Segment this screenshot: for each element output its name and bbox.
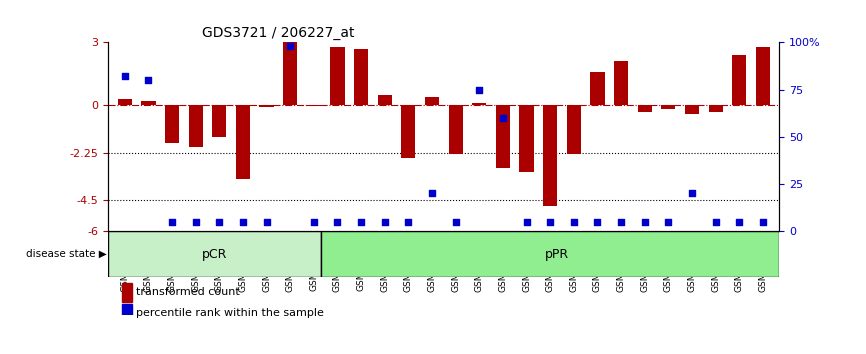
Point: [283, 44, 297, 49]
Bar: [212, 105, 226, 137]
Text: transformed count: transformed count: [137, 287, 240, 297]
Bar: [756, 47, 770, 105]
Bar: [662, 105, 675, 109]
Bar: [591, 72, 604, 105]
Point: [449, 219, 462, 224]
Text: pCR: pCR: [202, 248, 227, 261]
Bar: [165, 105, 179, 143]
Point: [543, 219, 557, 224]
Bar: [141, 101, 156, 105]
Point: [637, 219, 651, 224]
Point: [425, 190, 439, 196]
Bar: [449, 105, 462, 154]
Bar: [401, 105, 416, 158]
Text: GDS3721 / 206227_at: GDS3721 / 206227_at: [203, 26, 355, 40]
Bar: [637, 105, 652, 112]
Point: [402, 219, 416, 224]
Bar: [732, 55, 746, 105]
Bar: [260, 105, 274, 108]
Point: [567, 219, 581, 224]
Bar: [472, 103, 487, 105]
FancyBboxPatch shape: [321, 231, 779, 277]
Bar: [708, 105, 723, 112]
Bar: [121, 283, 132, 302]
Text: disease state ▶: disease state ▶: [26, 249, 107, 259]
Point: [496, 115, 510, 121]
Point: [662, 219, 675, 224]
FancyBboxPatch shape: [108, 231, 321, 277]
Point: [756, 219, 770, 224]
Text: pPR: pPR: [546, 248, 569, 261]
Bar: [354, 49, 368, 105]
Bar: [307, 105, 321, 107]
Point: [472, 87, 486, 92]
Bar: [685, 105, 699, 114]
Point: [118, 74, 132, 79]
Point: [189, 219, 203, 224]
Point: [708, 219, 722, 224]
Point: [260, 219, 274, 224]
Bar: [378, 95, 391, 105]
Bar: [543, 105, 557, 206]
Point: [331, 219, 345, 224]
Point: [378, 219, 391, 224]
Bar: [189, 105, 203, 147]
Bar: [614, 61, 628, 105]
Bar: [121, 304, 132, 322]
Point: [685, 190, 699, 196]
Bar: [236, 105, 250, 179]
Point: [591, 219, 604, 224]
Bar: [520, 105, 533, 172]
Bar: [425, 97, 439, 105]
Bar: [331, 47, 345, 105]
Bar: [566, 105, 581, 154]
Text: percentile rank within the sample: percentile rank within the sample: [137, 308, 324, 318]
Point: [614, 219, 628, 224]
Bar: [496, 105, 510, 168]
Bar: [118, 99, 132, 105]
Point: [733, 219, 746, 224]
Point: [141, 78, 155, 83]
Point: [354, 219, 368, 224]
Point: [307, 219, 320, 224]
Point: [212, 219, 226, 224]
Point: [236, 219, 250, 224]
Point: [165, 219, 179, 224]
Bar: [283, 42, 297, 105]
Point: [520, 219, 533, 224]
